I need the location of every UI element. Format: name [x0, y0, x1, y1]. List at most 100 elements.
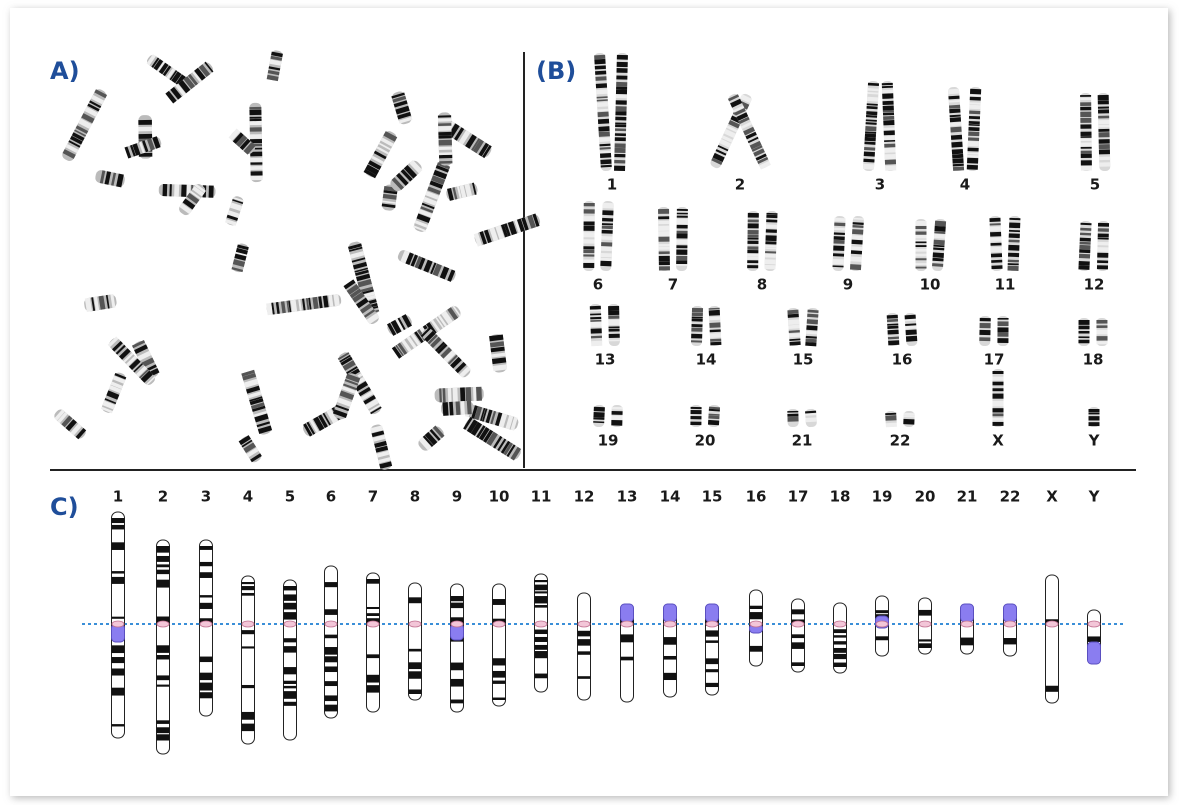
- band: [659, 261, 670, 265]
- chromosome: [904, 313, 917, 347]
- ideogram-band: [535, 674, 548, 679]
- band: [934, 240, 945, 246]
- band: [615, 117, 626, 121]
- chromosome-label: 14: [696, 351, 717, 369]
- chromosome: [1098, 93, 1111, 171]
- chromosome: [915, 219, 926, 271]
- band: [980, 318, 991, 321]
- chromosome-label: 17: [984, 351, 1005, 369]
- band: [969, 105, 980, 109]
- band: [658, 209, 669, 214]
- band: [851, 240, 862, 245]
- band: [968, 137, 979, 141]
- band: [884, 144, 895, 148]
- band: [677, 219, 688, 225]
- ideogram-band: [451, 596, 464, 601]
- ideogram-band: [367, 579, 380, 584]
- ideogram-band: [706, 683, 719, 687]
- band: [708, 420, 719, 425]
- chromosome: [611, 405, 623, 427]
- chromosome: [691, 306, 703, 346]
- band: [1099, 157, 1110, 160]
- ideogram-band: [200, 683, 213, 691]
- chromosome: [787, 409, 799, 427]
- band: [599, 137, 610, 142]
- band: [851, 250, 862, 254]
- ideogram-band: [242, 586, 255, 590]
- ideogram-band: [493, 681, 506, 684]
- band: [476, 387, 482, 401]
- band: [1008, 253, 1019, 257]
- ideogram-band: [706, 630, 719, 636]
- ideogram-band: [919, 610, 932, 616]
- band: [616, 82, 627, 87]
- ideogram-band: [284, 681, 297, 684]
- band: [1009, 233, 1020, 238]
- ideogram-band: [409, 689, 422, 694]
- band: [1089, 416, 1100, 420]
- band: [967, 165, 978, 170]
- chromosome: [438, 112, 453, 166]
- chromosome-label: 22: [1000, 488, 1021, 506]
- ideogram-band: [200, 572, 213, 578]
- band: [833, 253, 844, 256]
- ideogram-band: [112, 657, 125, 663]
- band: [852, 235, 863, 240]
- chromosome-label: 15: [702, 488, 723, 506]
- chromosome: [805, 409, 817, 428]
- chromosome-label: 4: [960, 176, 970, 194]
- band: [748, 230, 759, 234]
- band: [747, 246, 758, 249]
- band: [787, 310, 798, 315]
- band: [748, 219, 759, 222]
- band: [903, 419, 914, 425]
- chromosome: [608, 304, 620, 346]
- band: [806, 325, 817, 330]
- band: [834, 232, 845, 235]
- ideogram-band: [409, 671, 422, 678]
- band: [608, 306, 619, 311]
- band: [709, 322, 720, 327]
- band: [614, 148, 625, 153]
- band: [599, 131, 610, 137]
- band: [438, 123, 451, 126]
- band: [1097, 253, 1108, 258]
- band: [882, 90, 893, 94]
- band: [1098, 107, 1109, 109]
- band: [596, 89, 607, 94]
- ideogram-band: [535, 630, 548, 634]
- band: [616, 94, 627, 98]
- ideogram: [1046, 575, 1059, 703]
- band: [1097, 260, 1108, 263]
- chromosome: [658, 207, 670, 271]
- chromosome-label: 12: [1084, 276, 1105, 294]
- band: [789, 333, 800, 337]
- band: [915, 240, 926, 242]
- band: [885, 160, 896, 165]
- band: [602, 210, 613, 215]
- ideogram-band: [112, 542, 125, 550]
- band: [1080, 238, 1091, 242]
- ideogram-band: [157, 675, 170, 680]
- ideogram-band: [750, 606, 763, 609]
- band: [788, 314, 799, 318]
- band: [612, 411, 623, 415]
- band: [250, 117, 262, 119]
- heterochromatin: [621, 604, 634, 622]
- band: [617, 62, 628, 67]
- ideogram-band: [535, 580, 548, 582]
- band: [1096, 320, 1107, 324]
- band: [1098, 95, 1109, 101]
- ideogram-band: [876, 610, 889, 613]
- band: [249, 107, 261, 110]
- chromosome: [434, 387, 484, 403]
- chromosome-label: 10: [489, 488, 510, 506]
- ideogram-band: [325, 609, 338, 615]
- ideogram-band: [706, 658, 719, 664]
- chromosome: [989, 216, 1002, 271]
- ideogram-band: [1004, 638, 1017, 644]
- ideogram: [1004, 604, 1017, 656]
- band: [766, 235, 777, 241]
- band: [991, 247, 1002, 252]
- heterochromatin: [961, 604, 974, 622]
